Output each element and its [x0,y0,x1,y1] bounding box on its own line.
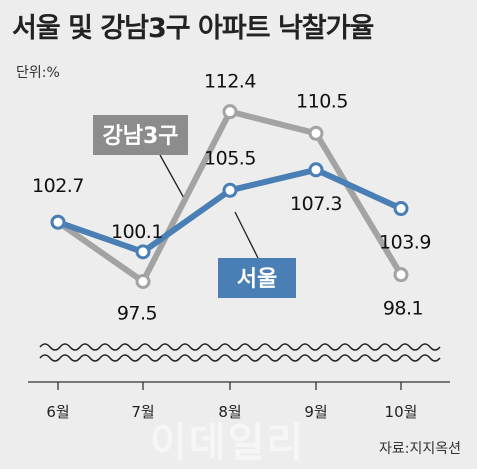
value-label: 112.4 [204,71,256,93]
data-point [222,104,238,120]
chart-title: 서울 및 강남3구 아파트 낙찰가율 [12,13,374,44]
value-label: 100.1 [111,221,163,243]
x-tick-label: 9월 [304,403,327,421]
data-point [308,162,324,178]
data-point [393,267,409,283]
data-point [135,244,151,260]
data-point [308,125,324,141]
data-point [135,274,151,289]
series-label-box [218,258,296,298]
value-label: 103.9 [379,232,431,254]
series-label: 서울 [237,267,277,292]
series-label: 강남3구 [102,124,178,149]
series-label-box [93,115,188,155]
callout-leader-line [159,154,186,201]
data-point [50,214,66,230]
x-tick-label: 6월 [46,403,69,421]
source-label: 자료:지지옥션 [379,441,461,457]
axis-break-waves [39,343,441,362]
axis-break-wave [39,343,441,351]
data-point [222,182,238,198]
value-label: 105.5 [204,147,256,169]
value-label: 110.5 [296,90,348,112]
series-line [55,166,404,255]
value-label: 97.5 [117,303,157,325]
x-tick-label: 7월 [131,403,154,421]
unit-label: 단위:% [16,65,60,81]
watermark: 이데일리 [150,420,306,466]
value-label: 98.1 [383,298,423,320]
data-point [393,201,409,217]
callout-leader-line [234,211,259,259]
value-label: 107.3 [290,193,342,215]
x-tick-label: 10월 [385,403,418,421]
x-tick-label: 8월 [218,403,241,421]
value-label: 102.7 [32,175,84,197]
axis-break-wave [39,354,441,362]
